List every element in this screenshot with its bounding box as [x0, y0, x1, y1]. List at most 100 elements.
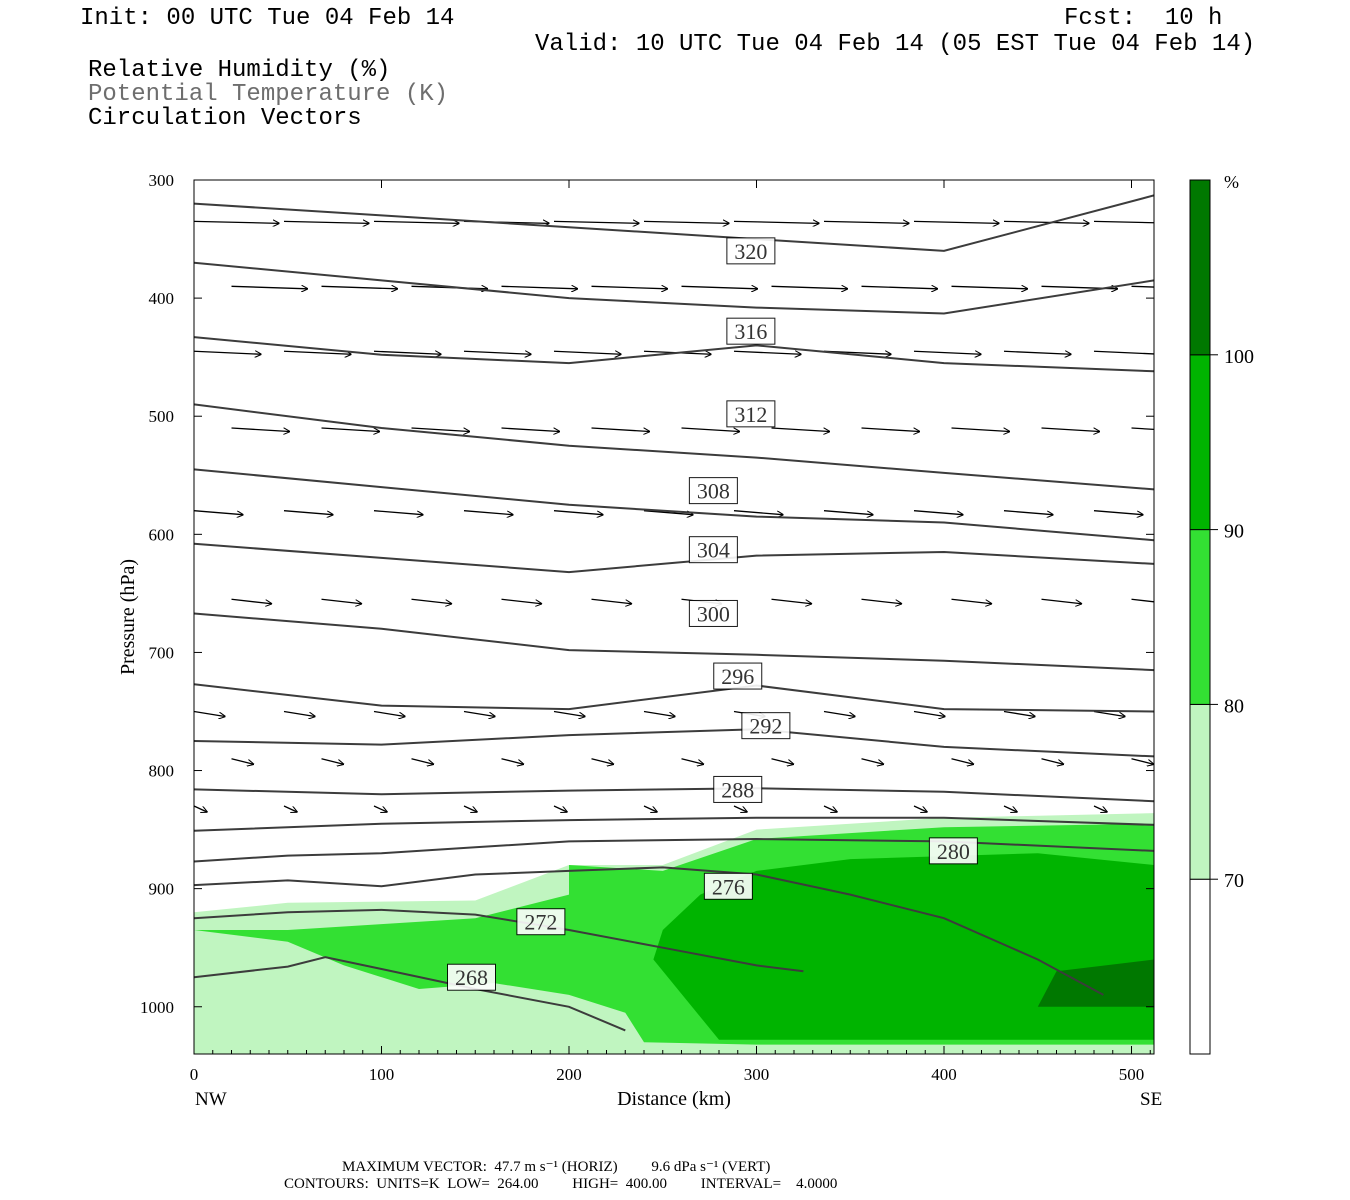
valid-time: Valid: 10 UTC Tue 04 Feb 14 (05 EST Tue …: [535, 31, 1256, 58]
circulation-vector: [194, 510, 243, 515]
circulation-vector: [771, 758, 794, 765]
circulation-vector: [231, 427, 290, 432]
circulation-vector: [771, 598, 812, 604]
x-tick-label: 200: [556, 1065, 582, 1084]
theta-label-box: [713, 662, 763, 690]
circulation-vector: [194, 710, 225, 716]
init-time: Init: 00 UTC Tue 04 Feb 14: [80, 5, 455, 32]
theta-labels: 268 272 276 280 288 292 296 300 304 308 312 316 320: [447, 237, 978, 991]
theta-label-296: 296: [721, 664, 754, 689]
theta-label-box: [447, 963, 496, 991]
theta-label-box: [741, 712, 791, 740]
circulation-vector: [913, 510, 963, 515]
circulation-vector: [1131, 285, 1154, 288]
circulation-vector: [913, 221, 999, 223]
circulation-vector: [1041, 758, 1064, 765]
circulation-vector: [591, 286, 668, 289]
y-tick-label: 600: [149, 525, 175, 544]
theta-contour-300: [194, 612, 1154, 672]
x-tick-label: 400: [931, 1065, 957, 1084]
y-tick-label: 1000: [140, 998, 174, 1017]
circulation-vector: [823, 510, 873, 515]
circulation-vector: [861, 427, 920, 432]
field-label-vectors: Circulation Vectors: [88, 105, 362, 132]
theta-label-280: 280: [937, 839, 970, 864]
field-label-rh: Relative Humidity (%): [88, 57, 391, 84]
theta-label-320: 320: [734, 239, 767, 264]
circulation-vector: [463, 510, 513, 515]
circulation-vector: [913, 805, 927, 812]
theta-label-316: 316: [734, 319, 767, 344]
colorbar-swatch: [1189, 878, 1211, 1055]
circulation-vector: [321, 758, 344, 765]
circulation-vector: [861, 598, 902, 604]
x-tick-label: 100: [369, 1065, 395, 1084]
theta-label-box: [516, 908, 566, 936]
circulation-vector: [283, 351, 351, 354]
theta-label-box: [726, 237, 776, 265]
circulation-vector: [643, 221, 729, 223]
theta-contour: [194, 816, 1154, 832]
colorbar-swatch: [1189, 529, 1211, 705]
circulation-vector: [1093, 220, 1154, 224]
circulation-vector: [591, 427, 650, 432]
circulation-vector: [913, 710, 945, 716]
circulation-vector: [1041, 427, 1100, 432]
circulation-vector: [1093, 805, 1107, 812]
x-endpoint-se: SE: [1140, 1089, 1162, 1110]
circulation-vector: [553, 351, 621, 354]
circulation-vector: [501, 758, 524, 765]
circulation-vector: [591, 598, 632, 604]
field-label-theta: Potential Temperature (K): [88, 81, 449, 108]
theta-contour-296: [194, 683, 1154, 713]
x-tick-label: 300: [744, 1065, 770, 1084]
circulation-vector: [231, 758, 254, 765]
circulation-vector: [321, 598, 362, 604]
x-endpoint-nw: NW: [195, 1089, 227, 1110]
circulation-vector: [951, 286, 1028, 289]
x-axis-label: Distance (km): [617, 1088, 731, 1110]
circulation-vector: [1131, 758, 1154, 765]
circulation-vector: [823, 351, 891, 354]
circulation-vector: [681, 758, 704, 765]
circulation-vector: [501, 427, 560, 432]
theta-label-box: [688, 599, 738, 627]
circulation-vector: [1131, 427, 1154, 431]
circulation-vector: [1003, 221, 1089, 223]
circulation-vector: [823, 710, 855, 716]
axes: 0 100 200 300 400 500 300 400 500 600 700 800 900 100…: [140, 171, 1154, 1084]
circulation-vector: [1093, 710, 1125, 716]
y-tick-label: 500: [149, 407, 175, 426]
circulation-vector: [951, 758, 974, 765]
circulation-vector: [1003, 510, 1053, 515]
circulation-vector: [321, 286, 398, 289]
theta-label-292: 292: [749, 714, 782, 739]
theta-label-300: 300: [697, 601, 730, 626]
circulation-vectors: [194, 220, 1154, 812]
circulation-vector: [861, 286, 938, 289]
circulation-vector: [373, 510, 423, 515]
circulation-vector: [823, 221, 909, 223]
theta-contour-276: [194, 866, 1104, 996]
colorbar-label-80: 80: [1224, 695, 1244, 717]
circulation-vector: [283, 710, 315, 716]
circulation-vector: [194, 805, 207, 812]
theta-label-box: [688, 536, 738, 564]
theta-contour-292: [194, 728, 1154, 758]
circulation-vector: [1131, 598, 1154, 603]
circulation-vector: [231, 286, 308, 289]
circulation-vector: [733, 351, 801, 354]
circulation-vector: [194, 351, 261, 354]
contour-info: CONTOURS: UNITS=K LOW= 264.00 HIGH= 400.…: [284, 1176, 838, 1192]
circulation-vector: [643, 710, 675, 716]
circulation-vector: [951, 427, 1010, 432]
circulation-vector: [643, 805, 657, 812]
circulation-vector: [1003, 805, 1017, 812]
circulation-vector: [553, 510, 603, 515]
circulation-vector: [194, 221, 279, 223]
theta-label-312: 312: [734, 402, 767, 427]
circulation-vector: [861, 758, 884, 765]
circulation-vector: [823, 805, 837, 812]
cross-section-chart: 268272276280288292296300304308312316320 …: [117, 171, 1254, 1110]
theta-label-box: [726, 400, 776, 428]
